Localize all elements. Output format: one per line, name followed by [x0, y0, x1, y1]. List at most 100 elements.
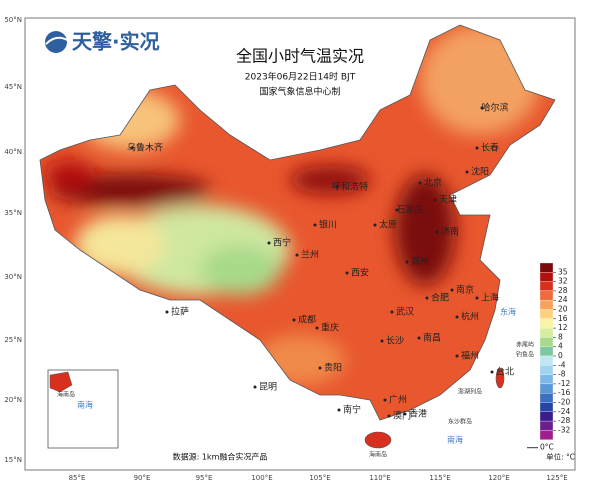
sea-label: 东海 [500, 307, 516, 317]
lat-label: 45°N [4, 83, 22, 91]
city-dot [405, 260, 409, 264]
city-dot [295, 253, 299, 257]
city-dot [435, 230, 439, 234]
legend-swatch [539, 272, 554, 282]
island-label: 钓鱼岛 [516, 351, 534, 359]
legend-swatch [539, 309, 554, 319]
city-label: 杭州 [461, 311, 479, 323]
legend-swatch [539, 300, 554, 310]
city-label: 哈尔滨 [481, 102, 508, 114]
legend-swatch [539, 365, 554, 375]
legend-label: 28 [558, 286, 568, 295]
city-label: 西宁 [273, 237, 291, 249]
island-label: 澎湖列岛 [458, 388, 482, 396]
legend-label: 0 [558, 351, 563, 360]
island-label: 赤尾屿 [516, 341, 534, 349]
legend-label: -20 [558, 398, 570, 407]
lon-label: 125°E [546, 474, 567, 482]
legend-swatch [539, 355, 554, 366]
legend-label: 4 [558, 342, 563, 351]
lon-label: 110°E [369, 474, 390, 482]
city-dot [165, 310, 169, 314]
city-dot [425, 296, 429, 300]
city-dot [455, 315, 459, 319]
island-label: 东沙群岛 [448, 418, 472, 426]
legend-label: -32 [558, 425, 570, 434]
city-label: 北京 [424, 177, 442, 189]
legend-label: 20 [558, 305, 568, 314]
city-dot [335, 185, 339, 189]
data-source: 数据源: 1km融合实况产品 [173, 452, 268, 462]
city-label: 天津 [439, 195, 457, 206]
legend-swatch [539, 402, 554, 412]
legend-label: -24 [558, 407, 570, 416]
legend-label: -16 [558, 388, 570, 397]
sea-label: 南海 [447, 435, 463, 445]
lat-label: 30°N [4, 273, 22, 281]
legend-label: -12 [558, 379, 570, 388]
city-label: 福州 [461, 350, 479, 362]
lon-label: 90°E [134, 474, 151, 482]
legend-swatch [539, 411, 554, 422]
legend-swatch [539, 383, 554, 394]
city-dot [418, 181, 422, 185]
legend-swatch [539, 337, 554, 347]
legend-swatch [539, 318, 554, 329]
city-label: 呼和浩特 [332, 181, 368, 193]
city-dot [465, 170, 469, 174]
city-label: 石家庄 [396, 204, 423, 216]
city-label: 太原 [379, 219, 397, 231]
city-label: 银川 [319, 219, 337, 231]
legend-label: -8 [558, 370, 566, 379]
city-label: 南宁 [343, 404, 361, 416]
city-label: 西安 [351, 267, 369, 279]
legend-swatch [539, 290, 554, 301]
city-label: 澳门 [393, 410, 411, 422]
city-dot [267, 241, 271, 245]
legend-swatch [539, 327, 554, 338]
city-label: 合肥 [431, 292, 449, 304]
hainan-island [364, 431, 392, 449]
city-dot [417, 336, 421, 340]
legend-label: 16 [558, 314, 568, 323]
taiwan-island [495, 367, 505, 389]
sea-label: 南海 [77, 400, 93, 410]
legend-swatch [539, 430, 554, 440]
legend-swatch [539, 281, 554, 292]
city-label: 台北 [496, 366, 514, 378]
city-dot [253, 385, 257, 389]
map-title: 全国小时气温实况 [236, 47, 364, 66]
city-dot [403, 412, 407, 416]
legend-label: -4 [558, 360, 566, 369]
city-dot [315, 326, 319, 330]
lat-label: 25°N [4, 336, 22, 344]
city-label: 武汉 [396, 306, 414, 318]
legend-swatch [539, 346, 554, 357]
city-dot [383, 398, 387, 402]
city-label: 兰州 [301, 249, 319, 261]
city-dot [480, 106, 484, 110]
logo: 天擎·实况 [45, 30, 160, 54]
city-label: 香港 [409, 408, 427, 420]
lat-label: 35°N [4, 209, 22, 217]
city-label: 乌鲁木齐 [127, 142, 163, 154]
city-dot [373, 223, 377, 227]
inset-land [49, 371, 73, 393]
legend-label: 35 [558, 267, 568, 276]
city-dot [130, 146, 134, 150]
city-dot [433, 198, 437, 202]
legend-swatch [539, 393, 554, 403]
lon-label: 95°E [196, 474, 213, 482]
legend-label: 32 [558, 277, 568, 286]
city-label: 贵阳 [324, 362, 342, 374]
lat-label: 40°N [4, 148, 22, 156]
city-dot [313, 223, 317, 227]
city-dot [318, 366, 322, 370]
city-dot [395, 208, 399, 212]
legend-swatch [539, 374, 554, 385]
zero-label: 0°C [540, 443, 554, 452]
city-label: 广州 [389, 394, 407, 406]
city-label: 南昌 [423, 332, 441, 344]
city-dot [387, 414, 391, 418]
